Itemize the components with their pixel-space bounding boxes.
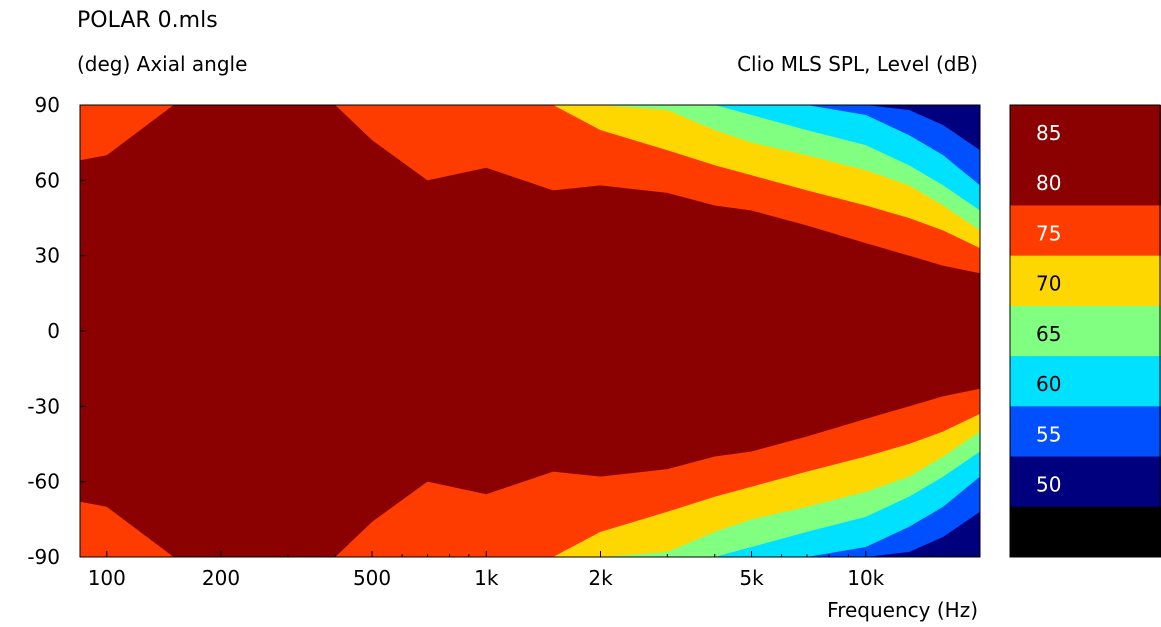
colorbar-level-label: 50 [1036, 473, 1061, 497]
contour-layers [80, 105, 980, 557]
x-tick-label: 2k [588, 566, 613, 590]
colorbar-level-label: 75 [1036, 221, 1061, 245]
colorbar-level-label: 65 [1036, 322, 1061, 346]
y-tick-label: 30 [35, 244, 60, 268]
colorbar-level-label: 80 [1036, 171, 1061, 195]
colorbar-level-label: 60 [1036, 372, 1061, 396]
colorbar-level-label: 55 [1036, 422, 1061, 446]
colorbar-frame [1009, 104, 1161, 558]
y-tick-label: 60 [35, 168, 60, 192]
contour-level-65-bottom [80, 431, 980, 557]
y-axis-label: (deg) Axial angle [77, 52, 248, 76]
x-tick-label: 1k [474, 566, 499, 590]
x-tick-label: 200 [202, 566, 240, 590]
x-tick-labels: 100 200 500 1k 2k 5k 10k [88, 566, 885, 590]
x-tick-label: 100 [88, 566, 126, 590]
contour-level-55-bottom [80, 476, 980, 557]
contour-level-65-top [80, 105, 980, 231]
colorbar-swatch [1010, 356, 1161, 407]
colorbar-swatch [1010, 155, 1161, 206]
colorbar-labels: 85 80 75 70 65 60 55 50 [1036, 121, 1061, 497]
y-tick-label: 90 [35, 93, 60, 117]
y-tick-label: 0 [47, 319, 60, 343]
colorbar-segments [1010, 105, 1161, 558]
y-tick-label: -90 [27, 545, 60, 569]
plot-frame [79, 104, 981, 558]
chart-title: POLAR 0.mls [77, 8, 218, 33]
colorbar-swatch [1010, 456, 1161, 508]
colorbar-swatch [1010, 305, 1161, 357]
y-tick-label: -60 [27, 470, 60, 494]
colorbar-label: Clio MLS SPL, Level (dB) [737, 52, 978, 76]
x-axis-label: Frequency (Hz) [827, 598, 978, 622]
x-tick-label: 500 [353, 566, 391, 590]
colorbar-swatch [1010, 205, 1161, 257]
x-tick-label: 5k [739, 566, 764, 590]
colorbar-level-label: 85 [1036, 121, 1061, 145]
y-tick-labels: 90 60 30 0 -30 -60 -90 [27, 93, 60, 569]
y-tick-label: -30 [27, 394, 60, 418]
contour-level-55-top [80, 105, 980, 186]
colorbar-swatch [1010, 506, 1161, 558]
colorbar-swatch [1010, 105, 1161, 156]
x-tick-label: 10k [847, 566, 884, 590]
colorbar-level-label: 70 [1036, 272, 1061, 296]
colorbar-swatch [1010, 255, 1161, 307]
colorbar-swatch [1010, 406, 1161, 458]
